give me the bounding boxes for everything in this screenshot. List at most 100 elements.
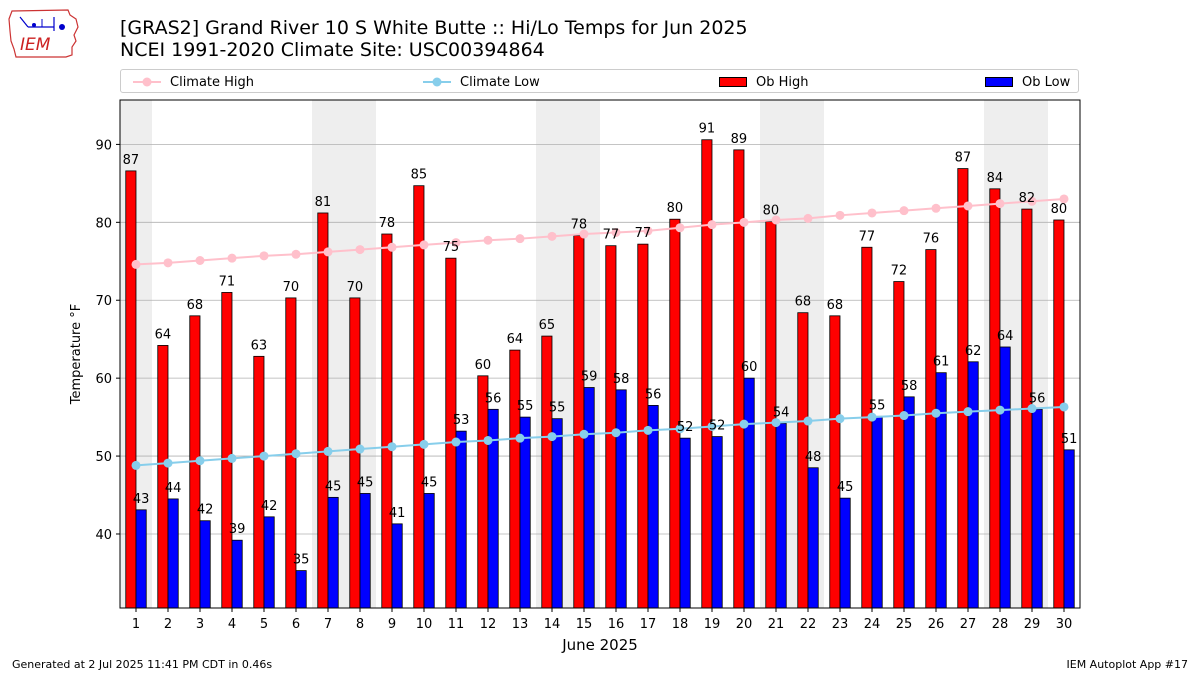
x-tick-label: 15: [576, 617, 593, 632]
ob-low-bar: [583, 387, 595, 609]
climate-low-point: [995, 405, 1005, 415]
ob-high-value-label: 87: [955, 151, 972, 166]
climate-low-point: [675, 424, 685, 434]
x-tick-label: 18: [672, 617, 689, 632]
x-tick-label: 16: [608, 617, 625, 632]
climate-low-point: [1059, 402, 1069, 412]
climate-low-point: [227, 453, 237, 463]
ob-high-value-label: 81: [315, 195, 332, 210]
ob-low-bar: [391, 523, 403, 609]
legend-item-ob-low: Ob Low: [985, 70, 1070, 94]
x-tick-label: 22: [800, 617, 817, 632]
ob-high-bar: [381, 233, 393, 609]
ob-low-bar: [711, 436, 723, 609]
climate-low-point: [643, 425, 653, 435]
x-tick-label: 11: [448, 617, 465, 632]
ob-high-value-label: 60: [475, 358, 492, 373]
ob-low-value-label: 51: [1061, 432, 1078, 447]
climate-high-point: [867, 208, 877, 218]
ob-high-bar: [1053, 219, 1065, 609]
chart-title-line-1: [GRAS2] Grand River 10 S White Butte :: …: [120, 17, 748, 39]
ob-high-value-label: 85: [411, 168, 428, 183]
climate-low-point: [579, 429, 589, 439]
ob-low-value-label: 53: [453, 413, 470, 428]
logo-text: IEM: [20, 35, 51, 55]
y-tick-label: 40: [95, 528, 112, 543]
climate-low-point: [355, 444, 365, 454]
climate-low-point: [547, 432, 557, 442]
ob-high-value-label: 76: [923, 232, 940, 247]
ob-low-value-label: 64: [997, 329, 1014, 344]
ob-low-bar: [775, 422, 787, 609]
ob-high-bar: [157, 345, 169, 609]
ob-high-value-label: 87: [123, 153, 140, 168]
ob-low-value-label: 35: [293, 553, 310, 568]
ob-high-bar: [541, 335, 553, 609]
ob-low-value-label: 55: [517, 399, 534, 414]
ob-high-value-label: 89: [731, 132, 748, 147]
iem-logo[interactable]: IEM: [6, 5, 84, 61]
ob-high-bar: [477, 375, 489, 609]
ob-high-value-label: 78: [571, 218, 588, 233]
ob-low-bar: [903, 396, 915, 609]
ob-high-bar: [317, 212, 329, 609]
plot-frame: [119, 99, 1081, 609]
ob-high-value-label: 64: [155, 327, 172, 342]
legend-label-climate-low: Climate Low: [460, 74, 540, 90]
ob-low-value-label: 45: [325, 479, 342, 494]
grid-lines: [120, 144, 1080, 535]
legend-label-ob-low: Ob Low: [1022, 74, 1071, 90]
legend-label-climate-high: Climate High: [170, 74, 255, 90]
x-tick-label: 12: [480, 617, 497, 632]
ob-low-value-label: 61: [933, 355, 950, 370]
ob-high-bar: [925, 249, 937, 609]
ob-high-value-label: 77: [859, 229, 876, 244]
climate-low-point: [419, 439, 429, 449]
climate-low-point: [707, 421, 717, 431]
ob-low-value-label: 52: [677, 420, 694, 435]
climate-low-point: [483, 435, 493, 445]
x-tick-label: 23: [832, 617, 849, 632]
chart-legend: Climate High Climate Low Ob High Ob Low: [120, 69, 1079, 93]
climate-high-point: [515, 234, 525, 244]
ob-high-bar: [221, 292, 233, 609]
ob-low-bar: [327, 496, 339, 609]
x-tick-label: 2: [164, 617, 172, 632]
ob-low-value-label: 56: [1029, 391, 1046, 406]
y-tick-label: 50: [95, 450, 112, 465]
climate-high-point: [259, 251, 269, 261]
ob-low-bar: [1031, 408, 1043, 609]
ob-high-value-label: 80: [763, 204, 780, 219]
ob-high-value-label: 80: [667, 201, 684, 216]
ob-high-value-label: 68: [187, 298, 204, 313]
ob-low-bar: [423, 493, 435, 609]
climate-low-line-swatch: [423, 77, 451, 87]
ob-high-bar: [669, 218, 681, 609]
ob-low-value-label: 48: [805, 450, 822, 465]
ob-high-value-label: 68: [827, 298, 844, 313]
x-tick-label: 4: [228, 617, 236, 632]
climate-high-point: [323, 247, 333, 257]
ob-low-bar: [295, 570, 307, 609]
climate-low-point: [163, 458, 173, 468]
ob-low-value-label: 42: [197, 503, 214, 518]
ob-low-bar: [935, 372, 947, 609]
climate-low-point: [899, 411, 909, 421]
x-tick-label: 27: [960, 617, 977, 632]
climate-low-line: [135, 405, 1065, 467]
x-tick-label: 17: [640, 617, 657, 632]
x-tick-label: 30: [1056, 617, 1073, 632]
ob-high-bar: [701, 139, 713, 609]
ob-low-bar: [807, 467, 819, 609]
climate-high-point: [995, 199, 1005, 209]
ob-low-bar: [135, 509, 147, 609]
bar-value-labels: 87 43 64 44 68 42 71 39 63 42 70 35 81 45 70 45 78 41 85 45…: [123, 122, 1078, 568]
ob-low-bar: [199, 520, 211, 609]
climate-lines: [131, 194, 1069, 470]
ob-high-value-label: 63: [251, 338, 268, 353]
y-tick-label: 90: [95, 138, 112, 153]
ob-high-bar: [957, 168, 969, 609]
ob-high-bar: [509, 349, 521, 609]
ob-low-value-label: 54: [773, 405, 790, 420]
